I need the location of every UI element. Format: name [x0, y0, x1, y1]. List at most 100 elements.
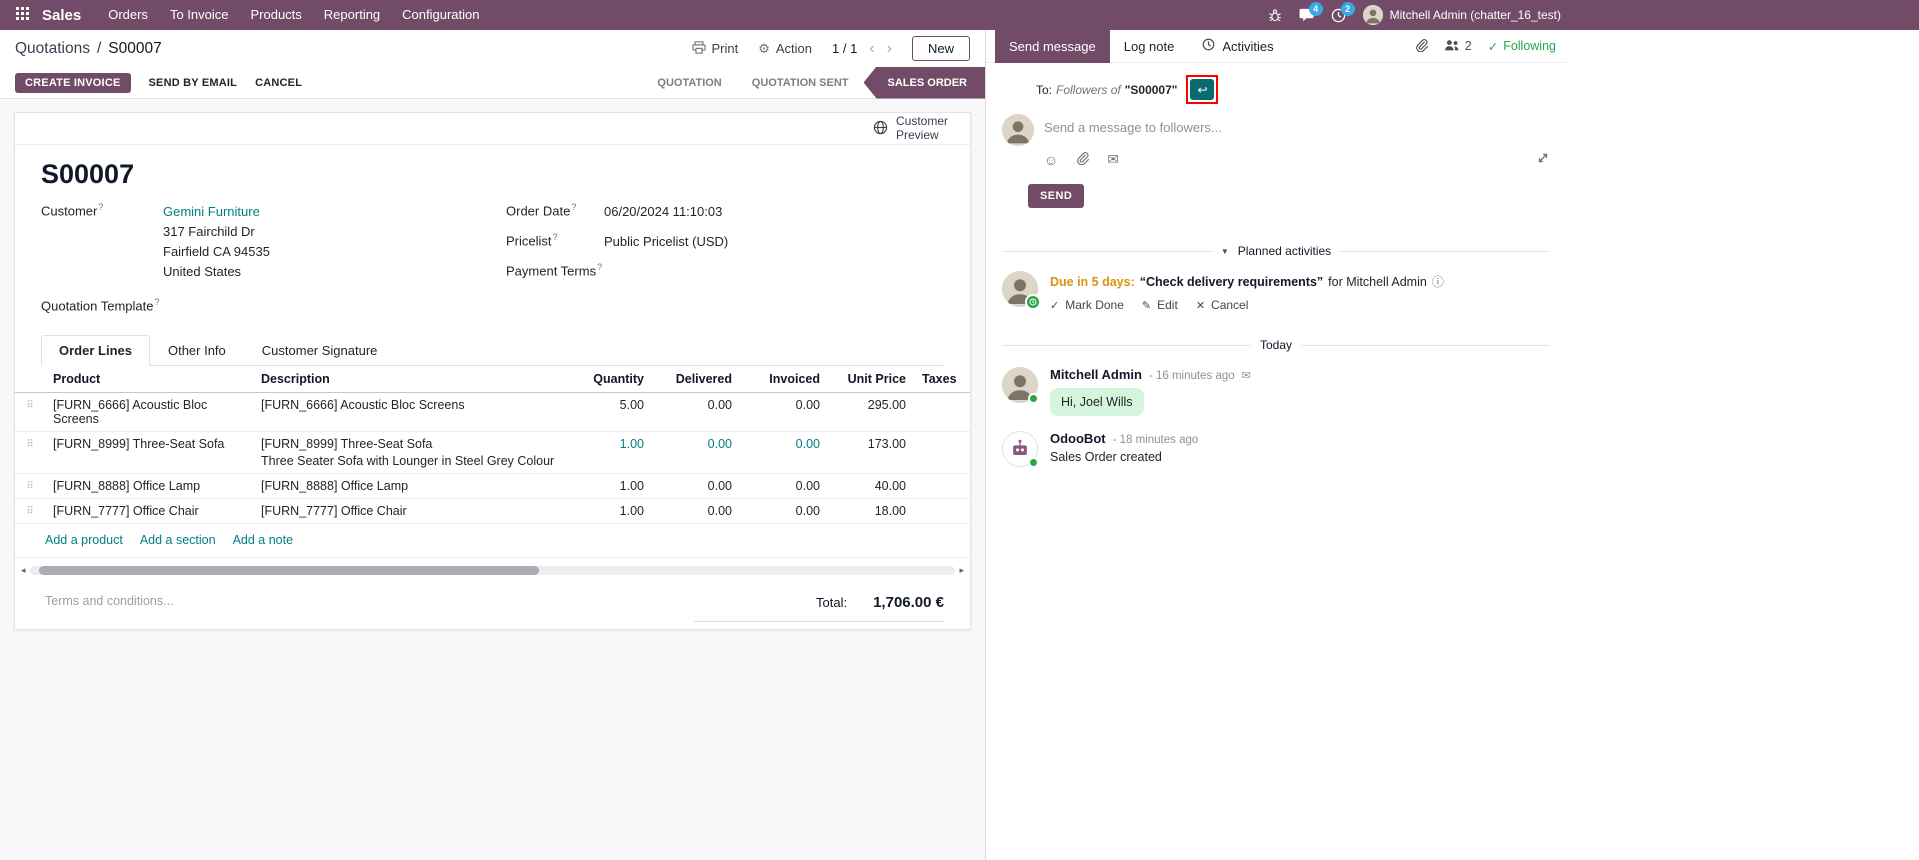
cancel-button[interactable]: CANCEL	[255, 77, 302, 89]
send-button[interactable]: SEND	[1028, 184, 1084, 208]
customer-link[interactable]: Gemini Furniture	[163, 204, 260, 219]
description-column-header[interactable]: Description	[253, 366, 566, 393]
message-input[interactable]	[1044, 114, 1550, 148]
create-invoice-button[interactable]: CREATE INVOICE	[15, 73, 131, 93]
scrollbar-thumb[interactable]	[39, 566, 539, 575]
menu-reporting[interactable]: Reporting	[313, 0, 391, 30]
breadcrumb-quotations[interactable]: Quotations	[15, 40, 90, 58]
pager-next-button[interactable]: ›	[887, 41, 892, 57]
edit-activity-button[interactable]: ✎Edit	[1142, 298, 1178, 312]
app-brand[interactable]: Sales	[42, 7, 81, 24]
cell-quantity[interactable]: 1.00	[566, 431, 652, 473]
activities-tab[interactable]: Activities	[1188, 30, 1287, 63]
user-menu[interactable]: Mitchell Admin (chatter_16_test)	[1363, 5, 1561, 25]
cell-unit-price[interactable]: 18.00	[828, 498, 914, 523]
cell-invoiced[interactable]: 0.00	[740, 498, 828, 523]
envelope-icon[interactable]: ✉	[1242, 369, 1251, 382]
scroll-right-arrow-icon[interactable]: ▸	[959, 566, 964, 575]
product-column-header[interactable]: Product	[45, 366, 253, 393]
following-button[interactable]: ✓ Following	[1488, 39, 1556, 54]
tab-other-info[interactable]: Other Info	[150, 335, 244, 366]
order-date-value[interactable]: 06/20/2024 11:10:03	[604, 202, 722, 222]
messages-icon[interactable]: 4	[1299, 8, 1314, 22]
menu-orders[interactable]: Orders	[97, 0, 159, 30]
cell-description[interactable]: [FURN_6666] Acoustic Bloc Screens	[253, 392, 566, 431]
add-product-link[interactable]: Add a product	[45, 533, 123, 547]
tab-order-lines[interactable]: Order Lines	[41, 335, 150, 366]
action-button[interactable]: ⚙ Action	[758, 41, 812, 57]
mark-done-button[interactable]: ✓Mark Done	[1050, 298, 1124, 312]
cell-invoiced[interactable]: 0.00	[740, 473, 828, 498]
cell-invoiced[interactable]: 0.00	[740, 431, 828, 473]
cell-delivered[interactable]: 0.00	[652, 431, 740, 473]
cell-product[interactable]: [FURN_8888] Office Lamp	[45, 473, 253, 498]
cell-quantity[interactable]: 1.00	[566, 498, 652, 523]
cell-taxes[interactable]	[914, 473, 970, 498]
customer-preview-button[interactable]: Customer Preview	[873, 115, 958, 143]
cell-unit-price[interactable]: 173.00	[828, 431, 914, 473]
cell-quantity[interactable]: 1.00	[566, 473, 652, 498]
cell-description[interactable]: [FURN_8888] Office Lamp	[253, 473, 566, 498]
print-button[interactable]: Print	[692, 41, 739, 57]
stage-sales-order[interactable]: SALES ORDER	[864, 67, 985, 99]
cell-product[interactable]: [FURN_8999] Three-Seat Sofa	[45, 431, 253, 473]
pricelist-value[interactable]: Public Pricelist (USD)	[604, 232, 728, 252]
email-template-button[interactable]: ✉	[1107, 151, 1119, 168]
cell-unit-price[interactable]: 295.00	[828, 392, 914, 431]
cell-delivered[interactable]: 0.00	[652, 473, 740, 498]
activities-clock-icon[interactable]: 2	[1331, 8, 1346, 23]
menu-products[interactable]: Products	[239, 0, 312, 30]
debug-icon[interactable]	[1268, 8, 1282, 22]
attachments-button[interactable]	[1415, 38, 1428, 55]
cancel-activity-button[interactable]: ✕Cancel	[1196, 298, 1249, 312]
menu-configuration[interactable]: Configuration	[391, 0, 490, 30]
stage-quotation-sent[interactable]: QUOTATION SENT	[737, 67, 864, 99]
cell-quantity[interactable]: 5.00	[566, 392, 652, 431]
record-title[interactable]: S00007	[41, 159, 970, 190]
expand-composer-button[interactable]	[1536, 151, 1550, 168]
invoiced-column-header[interactable]: Invoiced	[740, 366, 828, 393]
menu-to-invoice[interactable]: To Invoice	[159, 0, 240, 30]
cell-product[interactable]: [FURN_7777] Office Chair	[45, 498, 253, 523]
cell-invoiced[interactable]: 0.00	[740, 392, 828, 431]
drag-handle-icon[interactable]: ⠿	[15, 473, 45, 498]
cell-product[interactable]: [FURN_6666] Acoustic Bloc Screens	[45, 392, 253, 431]
add-section-link[interactable]: Add a section	[140, 533, 216, 547]
cell-taxes[interactable]	[914, 498, 970, 523]
new-button[interactable]: New	[912, 36, 970, 61]
cell-description[interactable]: [FURN_7777] Office Chair	[253, 498, 566, 523]
message-author[interactable]: OdooBot	[1050, 431, 1106, 446]
scroll-left-arrow-icon[interactable]: ◂	[21, 566, 26, 575]
delivered-column-header[interactable]: Delivered	[652, 366, 740, 393]
order-line-row[interactable]: ⠿ [FURN_8888] Office Lamp [FURN_8888] Of…	[15, 473, 970, 498]
pager-previous-button[interactable]: ‹	[869, 41, 874, 57]
unit-price-column-header[interactable]: Unit Price	[828, 366, 914, 393]
followers-button[interactable]: 2	[1444, 39, 1472, 54]
cell-unit-price[interactable]: 40.00	[828, 473, 914, 498]
order-line-row[interactable]: ⠿ [FURN_7777] Office Chair [FURN_7777] O…	[15, 498, 970, 523]
cell-taxes[interactable]	[914, 392, 970, 431]
scrollbar-track[interactable]	[30, 566, 956, 575]
collapse-caret-icon[interactable]: ▼	[1221, 247, 1229, 256]
drag-handle-icon[interactable]: ⠿	[15, 392, 45, 431]
quantity-column-header[interactable]: Quantity	[566, 366, 652, 393]
cell-delivered[interactable]: 0.00	[652, 498, 740, 523]
reply-recipients-button[interactable]: ↩	[1190, 79, 1214, 100]
order-line-row[interactable]: ⠿ [FURN_6666] Acoustic Bloc Screens [FUR…	[15, 392, 970, 431]
horizontal-scrollbar[interactable]: ◂ ▸	[21, 565, 964, 576]
stage-quotation[interactable]: QUOTATION	[642, 67, 736, 99]
terms-placeholder[interactable]: Terms and conditions...	[45, 594, 174, 608]
tab-customer-signature[interactable]: Customer Signature	[244, 335, 396, 366]
order-line-row[interactable]: ⠿ [FURN_8999] Three-Seat Sofa [FURN_8999…	[15, 431, 970, 473]
send-by-email-button[interactable]: SEND BY EMAIL	[149, 77, 238, 89]
send-message-tab[interactable]: Send message	[995, 30, 1110, 63]
log-note-tab[interactable]: Log note	[1110, 30, 1189, 63]
cell-description[interactable]: [FURN_8999] Three-Seat Sofa Three Seater…	[253, 431, 566, 473]
emoji-button[interactable]: ☺	[1044, 152, 1058, 168]
message-author[interactable]: Mitchell Admin	[1050, 367, 1142, 382]
apps-menu-button[interactable]	[10, 0, 34, 30]
cell-delivered[interactable]: 0.00	[652, 392, 740, 431]
attach-file-button[interactable]	[1076, 151, 1089, 168]
drag-handle-icon[interactable]: ⠿	[15, 498, 45, 523]
info-icon[interactable]: ⓘ	[1432, 273, 1444, 290]
